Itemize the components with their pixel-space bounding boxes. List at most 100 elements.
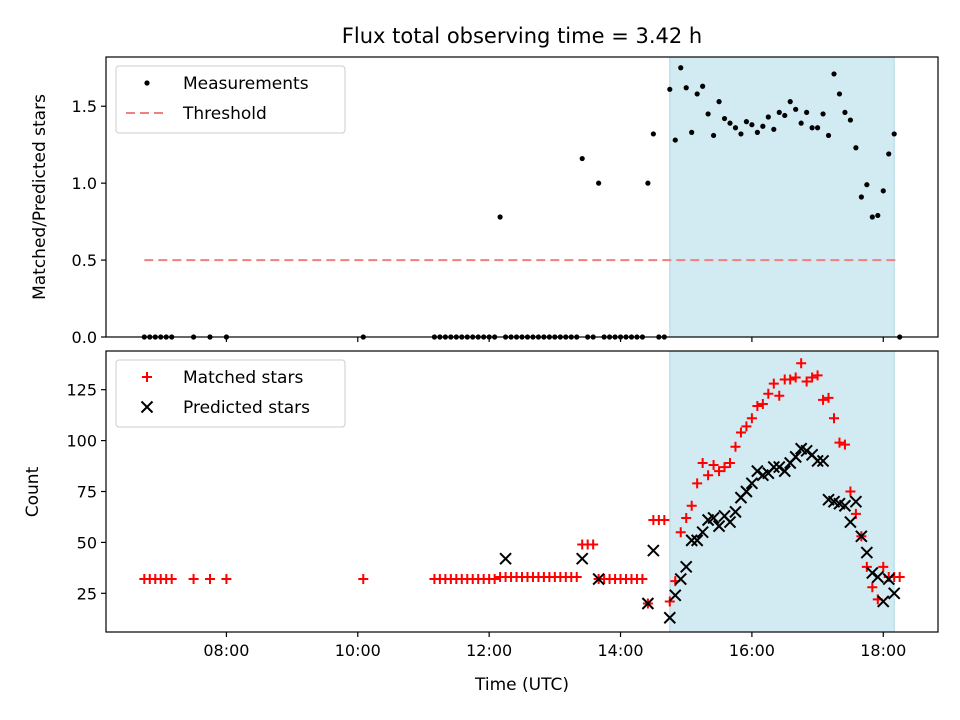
data-point (723, 515, 737, 529)
data-point (825, 132, 832, 139)
data-point (707, 511, 720, 525)
data-point (853, 145, 859, 151)
data-point (738, 131, 744, 137)
bottom-panel: 08:00 10:00 12:00 14:00 16:00 18:00 25 50 75 100 1… (66, 350, 939, 660)
x-tick-label: 16:00 (729, 641, 775, 660)
data-point (571, 572, 582, 583)
data-point (888, 587, 901, 600)
data-point (801, 376, 812, 387)
data-point (645, 180, 651, 186)
data-point (685, 534, 698, 547)
data-point (205, 574, 215, 585)
data-point (681, 512, 692, 523)
data-point (774, 390, 785, 401)
data-point (894, 572, 905, 583)
data-point (787, 99, 793, 105)
data-point (867, 582, 878, 593)
data-point (771, 126, 777, 132)
data-point (793, 106, 799, 112)
chart-title: Flux total observing time = 3.42 h (342, 24, 702, 48)
data-point (816, 454, 830, 468)
legend-label: Matched stars (183, 368, 303, 388)
data-point (790, 372, 801, 383)
legend-box (115, 65, 346, 134)
data-point (796, 358, 807, 369)
data-point (637, 574, 648, 585)
data-point (820, 111, 826, 117)
data-point (703, 470, 714, 481)
data-point (576, 552, 589, 565)
data-point (878, 561, 889, 572)
data-point (804, 109, 810, 115)
data-point (683, 85, 689, 91)
data-point (678, 65, 684, 71)
data-point (705, 111, 711, 117)
data-point (596, 180, 602, 186)
legend-marker (142, 372, 152, 382)
y-tick-label: 125 (66, 381, 97, 400)
data-point (778, 464, 791, 478)
data-point (700, 83, 706, 89)
data-point (579, 155, 585, 162)
y-tick-label: 100 (66, 432, 97, 451)
legend-label: Predicted stars (183, 398, 310, 418)
data-point (694, 91, 700, 97)
data-point (741, 421, 752, 432)
data-point (861, 561, 872, 572)
data-point (869, 214, 875, 220)
data-point (675, 527, 686, 538)
data-point (708, 460, 719, 471)
data-point (838, 499, 852, 512)
data-point (839, 439, 850, 450)
data-point (663, 611, 676, 624)
top-observing-span (669, 56, 895, 338)
x-axis-label: Time (UTC) (474, 675, 569, 695)
legend-box (115, 359, 346, 428)
data-point (789, 450, 802, 464)
data-point (880, 188, 886, 194)
data-point (844, 515, 857, 529)
data-point (641, 597, 655, 610)
y-tick-label: 75 (77, 483, 97, 502)
data-point (798, 120, 804, 126)
data-point (765, 114, 771, 120)
data-point (831, 71, 837, 77)
data-point (497, 214, 503, 220)
y-tick-label: 0.0 (72, 328, 97, 347)
data-point (767, 460, 780, 474)
data-point (667, 86, 673, 92)
bottom-legend: Matched stars Predicted stars (115, 359, 346, 428)
y-tick-label: 25 (77, 584, 97, 603)
legend-marker (144, 80, 150, 86)
data-point (877, 595, 890, 608)
data-point (719, 462, 730, 473)
data-point (807, 372, 818, 383)
data-point (650, 131, 656, 137)
data-point (823, 392, 834, 403)
data-point (768, 378, 779, 389)
data-point (696, 526, 709, 539)
top-legend: Measurements Threshold (115, 65, 346, 134)
data-point (836, 91, 843, 97)
data-point (221, 574, 232, 585)
data-point (188, 574, 199, 585)
data-point (740, 485, 753, 498)
data-point (727, 120, 733, 126)
x-tick-label: 14:00 (597, 641, 643, 660)
y-tick-label: 1.0 (72, 174, 97, 193)
data-point (858, 194, 864, 200)
series-predicted-stars (499, 442, 901, 624)
data-point (882, 572, 895, 586)
x-tick-label: 12:00 (466, 641, 512, 660)
data-point (674, 572, 687, 586)
data-point (669, 589, 682, 602)
y-tick-label: 0.5 (72, 251, 97, 270)
data-point (592, 572, 605, 586)
data-point (659, 515, 670, 526)
data-point (716, 99, 722, 105)
data-point (672, 137, 678, 143)
data-point (690, 534, 704, 547)
data-point (785, 374, 796, 385)
data-point (710, 132, 717, 139)
data-point (686, 500, 697, 511)
